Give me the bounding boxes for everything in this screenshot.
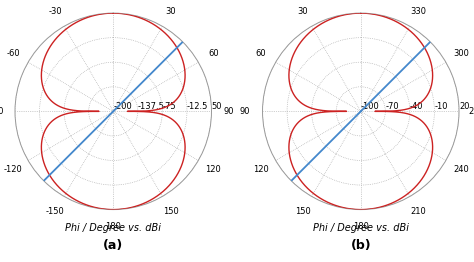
- Text: (a): (a): [103, 239, 123, 252]
- Text: (b): (b): [350, 239, 371, 252]
- Text: Phi / Degree vs. dBi: Phi / Degree vs. dBi: [65, 223, 161, 233]
- Text: Phi / Degree vs. dBi: Phi / Degree vs. dBi: [313, 223, 409, 233]
